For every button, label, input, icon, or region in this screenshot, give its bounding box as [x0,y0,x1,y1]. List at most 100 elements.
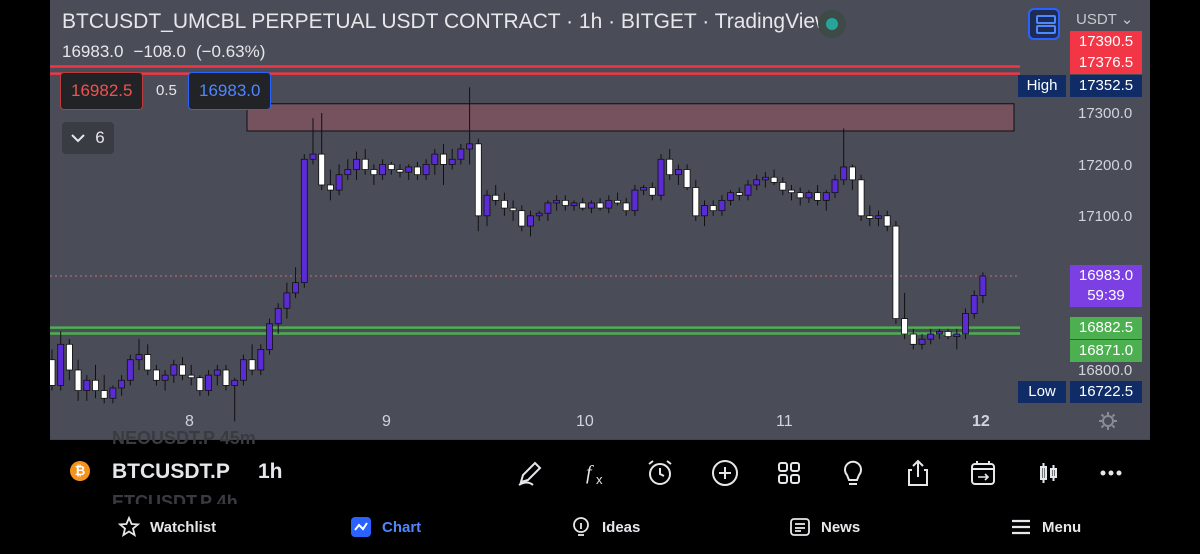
candle-body [344,169,352,176]
price-change: 16983.0 −108.0 (−0.63%) [62,42,275,62]
candle-body [161,374,169,381]
nav-chart[interactable]: Chart [350,516,421,538]
candle-body [701,205,708,217]
candle-body [266,323,273,350]
candle-body [431,153,439,165]
candle-body [466,143,474,150]
candle-body [370,169,378,176]
candle-body [239,359,247,381]
candle-body [118,379,125,389]
low-tag: Low [1018,381,1066,403]
high-price-label: 17352.5 [1070,75,1142,97]
candle-body [292,282,300,294]
candle-body [379,163,387,176]
date-tick: 11 [776,413,793,430]
date-tick: 8 [185,413,194,430]
candle-body [500,199,508,209]
gear-icon[interactable] [1098,411,1118,431]
candle-body [857,179,865,217]
candle-body [509,207,517,212]
pencil-icon[interactable] [513,456,547,490]
plus-circle-icon[interactable] [708,456,742,490]
bottom-navigation: Watchlist Chart Ideas News Menu [0,504,1200,554]
candle-body [57,343,65,386]
candle-body [126,359,134,381]
candle-body [440,153,447,165]
candle-body [709,205,717,212]
current-price-label: 16983.0 [1070,265,1142,287]
candle-body [248,359,256,371]
candle-body [326,184,334,191]
candle-body [762,176,769,181]
nav-watchlist[interactable]: Watchlist [118,516,216,538]
news-icon [790,518,810,536]
candle-body [92,379,99,391]
candle-body [840,166,848,181]
candle-body [901,318,908,335]
symbol-name[interactable]: BTCUSDT.P [112,460,230,483]
sell-button[interactable]: 16982.5 [60,72,144,110]
candle-body [875,215,882,219]
candle-body [692,187,700,217]
nav-ideas[interactable]: Ideas [570,516,640,538]
indicators-count: 6 [95,128,105,147]
candle-body [422,163,430,176]
candle-body [822,192,830,201]
candle-body [205,374,213,391]
buy-button[interactable]: 16983.0 [188,72,272,110]
candle-body [927,333,935,340]
candle-body [213,369,221,376]
alarm-icon[interactable] [643,456,677,490]
candle-body [970,295,978,314]
svg-text:f: f [586,462,594,484]
chart-icon [351,517,371,537]
candles-icon[interactable] [1031,456,1065,490]
candle-body [744,184,752,196]
interval-selector[interactable]: 1h [258,460,283,483]
candle-body [144,354,152,371]
price-tick: 17300.0 [1078,105,1133,122]
candle-body [318,153,326,186]
calendar-replay-icon[interactable] [966,456,1000,490]
candle-body [457,148,465,160]
grid-icon[interactable] [772,456,806,490]
lightbulb-icon[interactable] [836,456,870,490]
candle-body [335,174,343,191]
candle-body [657,158,665,196]
more-icon[interactable] [1094,456,1128,490]
candle-body [640,187,647,191]
svg-text:x: x [596,472,603,487]
candle-body [631,189,639,212]
red-level-label: 17390.5 [1070,31,1142,53]
candle-body [727,192,734,201]
market-status-icon[interactable] [818,10,846,38]
candle-body [100,390,108,399]
date-tick: 10 [576,413,594,430]
chart-panel[interactable]: BTCUSDT_UMCBL PERPETUAL USDT CONTRACT · … [50,0,1150,440]
candle-body [622,202,630,212]
candle-body [605,199,613,209]
star-icon [118,516,140,537]
candle-body [866,215,874,219]
watchlist-ghost-item: NEOUSDT.P 45m [112,428,256,448]
change-percent: (−0.63%) [195,42,266,61]
currency-selector[interactable]: USDT ⌄ [1076,11,1134,28]
candle-body [387,163,395,170]
last-price: 16983.0 [62,42,124,61]
candle-body [109,387,117,399]
candlestick-chart[interactable] [50,0,1150,440]
candle-body [65,343,73,371]
candle-body [579,202,587,209]
bitcoin-icon: ₿ [70,461,90,481]
high-tag: High [1018,75,1066,97]
nav-menu[interactable]: Menu [1010,516,1081,538]
currency-label: USDT [1076,11,1117,28]
share-icon[interactable] [901,456,935,490]
nav-news[interactable]: News [789,516,860,538]
layout-icon[interactable] [1028,8,1060,40]
candle-body [309,153,317,160]
candle-body [74,369,82,391]
candle-body [796,192,804,199]
indicators-toggle-button[interactable]: 6 [62,122,114,154]
